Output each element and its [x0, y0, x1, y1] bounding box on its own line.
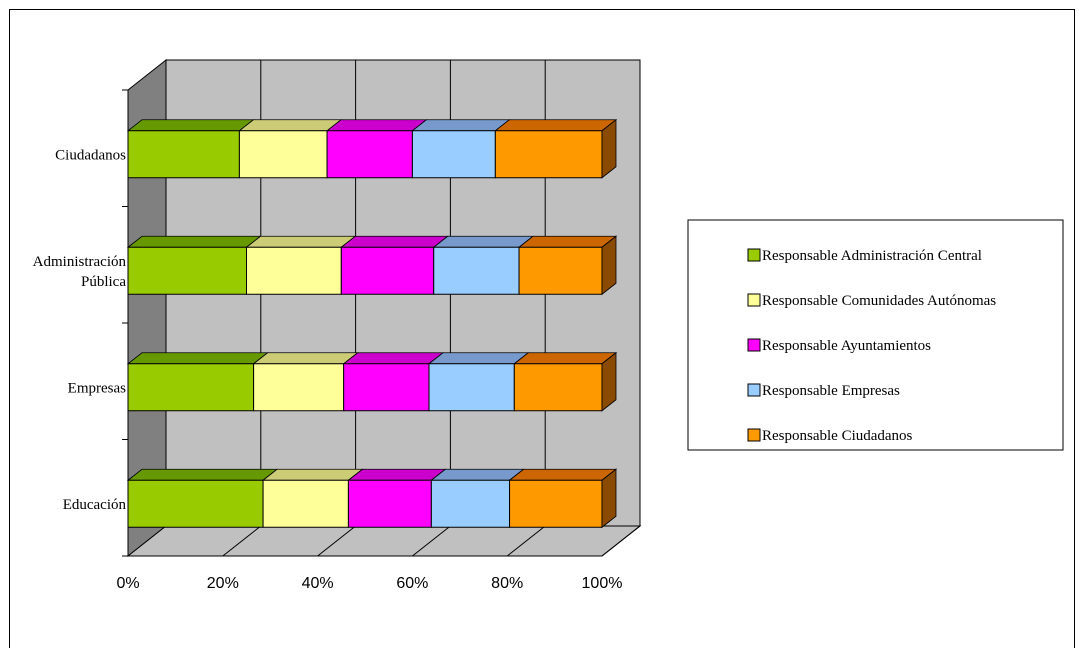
category-label: Empresas [68, 380, 126, 396]
bar-segment [347, 479, 432, 528]
bar-segment [433, 246, 520, 295]
bar-segment [127, 479, 264, 528]
bar-top [126, 119, 255, 132]
legend-swatch [747, 248, 761, 262]
category-label: Administración [33, 254, 127, 270]
bar-side [601, 351, 617, 412]
bar-segment [411, 130, 496, 179]
category-label: Pública [81, 274, 126, 290]
bar-segment [513, 363, 603, 412]
floor-gridline [317, 525, 356, 557]
bar-side [601, 235, 617, 296]
axes [122, 89, 602, 557]
floor [126, 525, 642, 557]
floor-gridline [506, 525, 546, 557]
bar-segment [127, 363, 255, 412]
legend-label: Responsable Comunidades Autónomas [762, 293, 996, 309]
stacked-bar-chart-3d: Ciudadanos Administración Pública Empresas E… [33, 58, 1064, 592]
bar-segment [518, 246, 603, 295]
bar-top [252, 352, 359, 365]
bar-top [430, 468, 525, 481]
legend-label: Responsable Empresas [762, 383, 900, 399]
labels: Ciudadanos Administración Pública Empresas E… [33, 147, 623, 592]
legend-label: Responsable Ciudadanos [762, 428, 913, 444]
legend-swatch [747, 338, 761, 352]
bar-top [347, 468, 447, 481]
legend-swatch [747, 428, 761, 442]
bar-segment [428, 363, 515, 412]
bar-top [126, 468, 279, 481]
bar-segment [127, 246, 247, 295]
legend-swatch [747, 293, 761, 307]
bar-segment [326, 130, 413, 179]
bar-segment [509, 479, 603, 528]
bar-segment [253, 363, 345, 412]
bar-side [601, 118, 617, 179]
bar-top [325, 119, 428, 132]
x-tick-label: 80% [491, 575, 523, 592]
legend: Responsable Administración Central Respon… [687, 219, 1064, 451]
floor-gridline [412, 525, 451, 557]
bar-top [517, 235, 618, 248]
bar-top [238, 119, 343, 132]
bar-top [245, 235, 357, 248]
bar-top [126, 352, 269, 365]
bar-top [340, 235, 449, 248]
bar-segment [246, 246, 342, 295]
bar-segment [343, 363, 430, 412]
bar-top [342, 352, 445, 365]
bar-segment [494, 130, 603, 179]
chart-frame: Ciudadanos Administración Pública Empresas E… [9, 9, 1075, 648]
category-label: Ciudadanos [55, 147, 126, 163]
bar-segment [127, 130, 240, 179]
legend-label: Responsable Ayuntamientos [762, 338, 931, 354]
x-tick-label: 40% [302, 575, 334, 592]
x-tick-label: 20% [207, 575, 239, 592]
bar-segment [238, 130, 328, 179]
bar-top [261, 468, 364, 481]
bar-segment [262, 479, 349, 528]
bar-side [601, 468, 617, 529]
x-tick-label: 0% [116, 575, 139, 592]
bar-top [427, 352, 530, 365]
bar-top [508, 468, 618, 481]
bars [126, 118, 618, 529]
bar-segment [430, 479, 511, 528]
x-tick-label: 60% [396, 575, 428, 592]
bar-top [411, 119, 511, 132]
floor-gridline [222, 525, 262, 557]
bar-top [513, 352, 618, 365]
bar-segment [340, 246, 435, 295]
floor-gridline [601, 525, 641, 557]
legend-label: Responsable Administración Central [762, 248, 982, 264]
legend-swatch [747, 383, 761, 397]
bar-top [494, 119, 618, 132]
x-tick-label: 100% [582, 575, 623, 592]
bar-top [126, 235, 262, 248]
category-label: Educación [63, 497, 127, 513]
bar-top [432, 235, 535, 248]
